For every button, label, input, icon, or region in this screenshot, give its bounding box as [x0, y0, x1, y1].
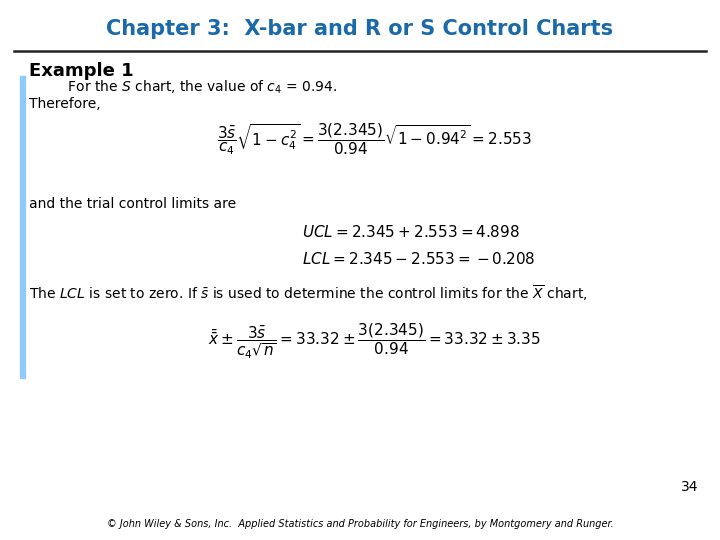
Text: $\mathit{LCL} = 2.345 - 2.553 = -0.208$: $\mathit{LCL} = 2.345 - 2.553 = -0.208$ [302, 251, 536, 267]
Text: © John Wiley & Sons, Inc.  Applied Statistics and Probability for Engineers, by : © John Wiley & Sons, Inc. Applied Statis… [107, 519, 613, 529]
Text: The $\mathit{LCL}$ is set to zero. If $\bar{s}$ is used to determine the control: The $\mathit{LCL}$ is set to zero. If $\… [29, 284, 588, 303]
Bar [20, 76, 25, 378]
Text: Example 1: Example 1 [29, 62, 133, 80]
Text: 34: 34 [681, 480, 698, 494]
Text: $\mathit{UCL} = 2.345 + 2.553 = 4.898$: $\mathit{UCL} = 2.345 + 2.553 = 4.898$ [302, 224, 521, 240]
Text: For the $S$ chart, the value of $c_4$ = 0.94.: For the $S$ chart, the value of $c_4$ = … [50, 78, 338, 96]
Text: $\bar{\bar{x}} \pm \dfrac{3\bar{s}}{c_4\sqrt{n}} = 33.32 \pm \dfrac{3(2.345)}{0.: $\bar{\bar{x}} \pm \dfrac{3\bar{s}}{c_4\… [208, 321, 541, 361]
Text: and the trial control limits are: and the trial control limits are [29, 197, 236, 211]
Text: Chapter 3:  X-bar and R or S Control Charts: Chapter 3: X-bar and R or S Control Char… [107, 19, 613, 39]
Text: Therefore,: Therefore, [29, 97, 100, 111]
Text: $\dfrac{3\bar{s}}{c_4}\sqrt{1 - c_4^2} = \dfrac{3(2.345)}{0.94}\sqrt{1 - 0.94^2}: $\dfrac{3\bar{s}}{c_4}\sqrt{1 - c_4^2} =… [217, 122, 532, 157]
